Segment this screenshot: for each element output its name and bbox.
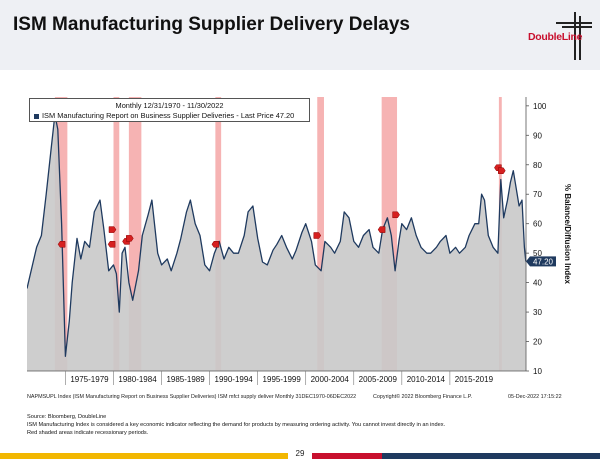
legend-entry: ISM Manufacturing Report on Business Sup… — [34, 111, 294, 120]
bottom-bar-yellow — [0, 453, 288, 459]
y-tick-label: 80 — [533, 161, 542, 170]
y-tick-label: 20 — [533, 338, 542, 347]
series-area — [27, 114, 526, 371]
x-tick-label: 1990-1994 — [215, 375, 254, 384]
event-marker — [392, 211, 400, 219]
recession-band — [215, 97, 222, 371]
y-tick-label: 60 — [533, 220, 542, 229]
x-tick-label: 2015-2019 — [455, 375, 494, 384]
doubleline-logo: DoubleLine — [528, 12, 592, 60]
chart-container: 10 20 30 40 50 60 70 80 90 100 1975-1979 1980-1984 1… — [27, 93, 571, 403]
logo-vertical-line-2 — [579, 16, 581, 60]
event-marker — [57, 241, 66, 248]
event-marker — [377, 226, 386, 233]
x-tick-label: 2005-2009 — [359, 375, 398, 384]
x-tick-label: 2000-2004 — [311, 375, 350, 384]
logo-horizontal-line-1 — [556, 22, 592, 24]
event-marker — [107, 241, 116, 248]
source-line-1: Source: Bloomberg, DoubleLine — [27, 414, 107, 420]
footnote-timestamp: 05-Dec-2022 17:15:22 — [508, 394, 562, 400]
page-title: ISM Manufacturing Supplier Delivery Dela… — [13, 14, 410, 35]
y-tick-label: 50 — [533, 249, 542, 258]
chart-legend: Monthly 12/31/1970 - 11/30/2022 ISM Manu… — [29, 98, 310, 122]
event-marker — [211, 241, 220, 248]
y-tick-label: 30 — [533, 308, 542, 317]
footnote-copyright: Copyright© 2022 Bloomberg Finance L.P. — [373, 394, 473, 400]
y-tick-label: 90 — [533, 131, 542, 140]
y-axis-label: % Balance/Diffusion Index — [563, 184, 571, 285]
logo-vertical-line-1 — [574, 12, 576, 60]
slide-header: ISM Manufacturing Supplier Delivery Dela… — [0, 0, 600, 70]
legend-swatch — [34, 113, 39, 119]
bottom-bar-red — [312, 453, 382, 459]
chart-svg: 10 20 30 40 50 60 70 80 90 100 1975-1979 1980-1984 1… — [27, 97, 571, 385]
x-tick-label: 1975-1979 — [70, 375, 109, 384]
source-line-2: ISM Manufacturing Index is considered a … — [27, 422, 446, 428]
event-marker — [498, 167, 506, 174]
x-tick-label: 1995-1999 — [263, 375, 302, 384]
recession-band — [317, 97, 324, 371]
y-tick-label: 10 — [533, 367, 542, 376]
event-marker — [313, 232, 322, 239]
footnote-index-description: NAPMSUPL Index (ISM Manufacturing Report… — [27, 394, 357, 400]
event-marker — [126, 235, 134, 242]
event-marker — [108, 226, 117, 233]
page-number: 29 — [288, 447, 312, 461]
x-tick-label: 1980-1984 — [118, 375, 157, 384]
y-tick-label: 70 — [533, 190, 542, 199]
y-tick-label: 40 — [533, 279, 542, 288]
last-price-pointer — [526, 256, 530, 267]
last-price-label: 47.20 — [533, 257, 554, 266]
legend-series-name: ISM Manufacturing Report on Business Sup… — [42, 111, 295, 120]
y-tick-label: 100 — [533, 102, 547, 111]
source-line-3: Red shaded areas indicate recessionary p… — [27, 430, 149, 436]
recession-band — [113, 97, 120, 371]
series-line — [27, 114, 527, 357]
x-tick-label: 1985-1989 — [166, 375, 205, 384]
logo-text: DoubleLine — [528, 31, 583, 43]
logo-horizontal-line-2 — [562, 26, 592, 28]
chart-title: Monthly 12/31/1970 - 11/30/2022 — [115, 101, 224, 110]
bottom-bar-navy — [382, 453, 600, 459]
last-price-box — [530, 256, 556, 267]
x-tick-label: 2010-2014 — [407, 375, 446, 384]
brand-bottom-bar — [0, 453, 600, 459]
